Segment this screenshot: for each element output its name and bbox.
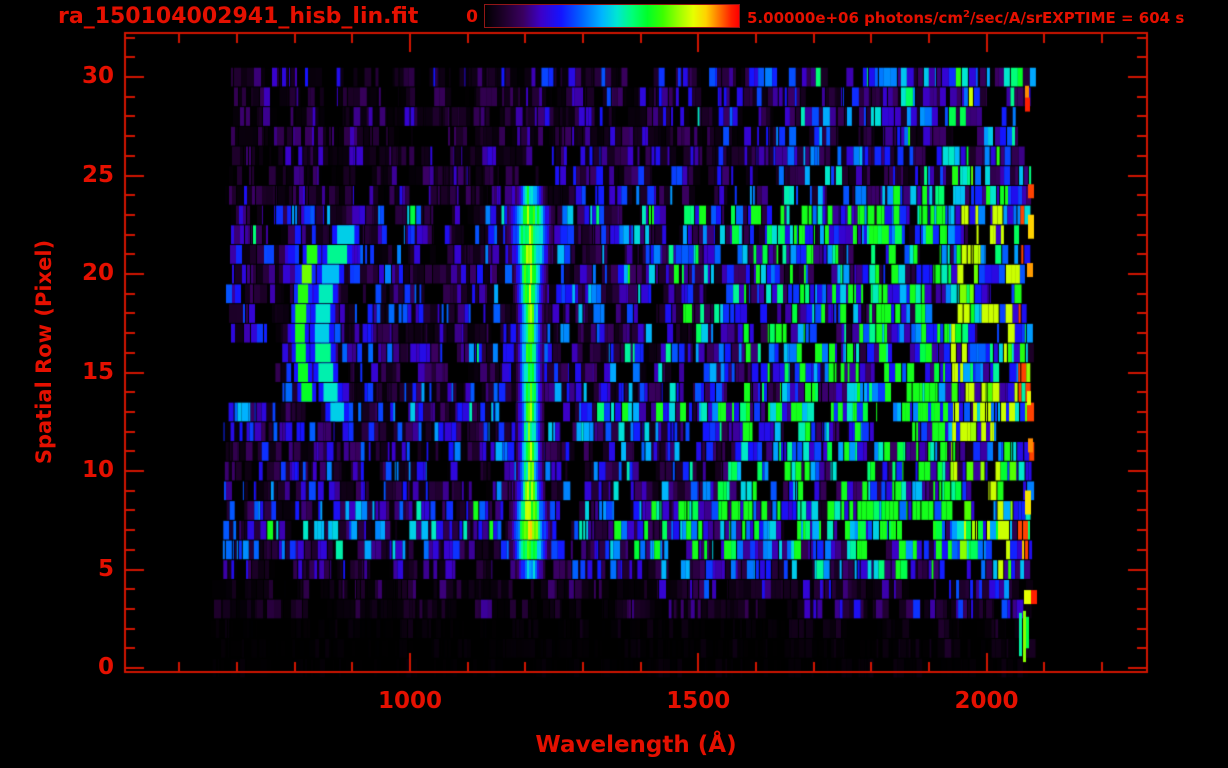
y-tick-label-30: 30 bbox=[81, 63, 114, 89]
colorbar-max-units: /sec/A/sr bbox=[969, 9, 1043, 27]
y-tick-label-25: 25 bbox=[81, 161, 114, 188]
y-tick-label-20: 20 bbox=[81, 260, 114, 286]
y-tick-label-10: 10 bbox=[81, 457, 114, 483]
x-axis-title: Wavelength (Å) bbox=[535, 732, 737, 758]
x-tick-label-2000: 2000 bbox=[954, 688, 1019, 714]
colorbar-max-text: 5.00000e+06 photons/cm bbox=[747, 9, 963, 27]
y-axis-title: Spatial Row (Pixel) bbox=[32, 239, 56, 465]
colorbar-min-label: 0 bbox=[466, 7, 478, 27]
colorbar-max-label: 5.00000e+06 photons/cm2/sec/A/sr bbox=[747, 9, 1042, 27]
filename-title: ra_150104002941_hisb_lin.fit bbox=[58, 4, 419, 29]
y-tick-label-5: 5 bbox=[97, 555, 114, 582]
colorbar bbox=[484, 4, 740, 28]
exptime-label: EXPTIME = 604 s bbox=[1042, 9, 1185, 27]
colorbar-max-superscript: 2 bbox=[962, 9, 970, 20]
y-tick-label-0: 0 bbox=[97, 654, 114, 680]
x-tick-label-1500: 1500 bbox=[666, 688, 731, 714]
y-tick-label-15: 15 bbox=[81, 358, 114, 385]
x-tick-label-1000: 1000 bbox=[377, 688, 442, 714]
